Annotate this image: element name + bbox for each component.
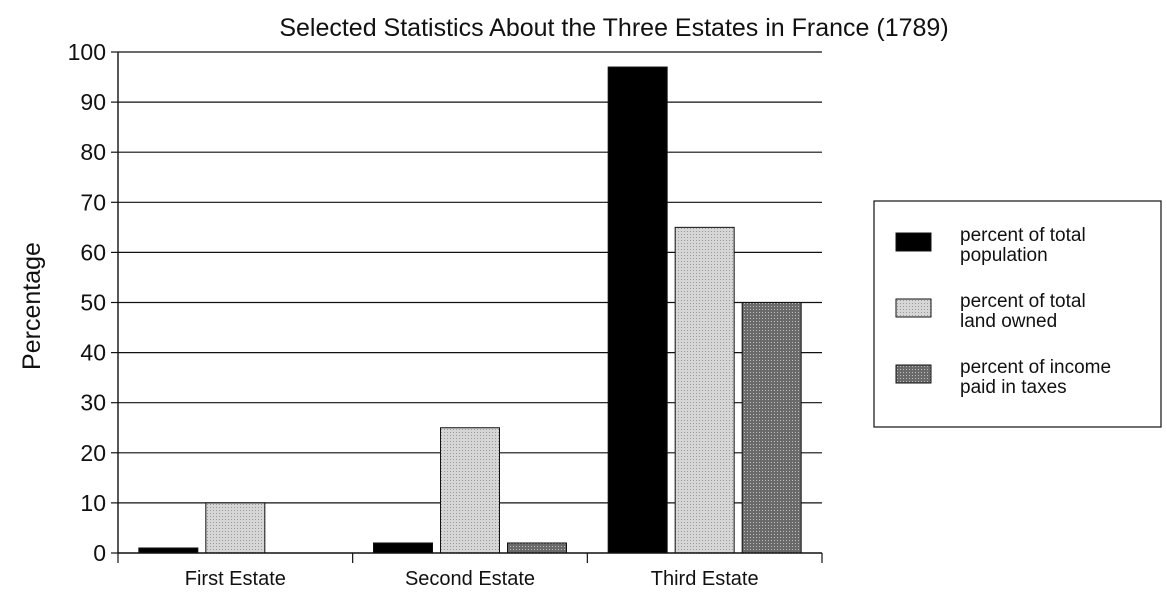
- legend-swatch: [895, 298, 932, 318]
- x-category-label: First Estate: [185, 568, 286, 590]
- y-tick-labels: 0 10 20 30 40 50 60 70 80 90 100: [68, 39, 106, 566]
- legend-label: paid in taxes: [960, 377, 1067, 398]
- x-category-labels: First Estate Second Estate Third Estate: [185, 568, 759, 590]
- y-tick-label: 20: [80, 440, 106, 466]
- y-tick-label: 40: [80, 340, 106, 366]
- y-tick-label: 90: [80, 89, 106, 115]
- y-axis-label: Percentage: [18, 242, 46, 370]
- legend-label: population: [960, 245, 1048, 266]
- y-tick-label: 10: [80, 490, 106, 516]
- bar: [440, 427, 500, 554]
- x-category-label: Third Estate: [651, 568, 759, 590]
- bars: [138, 66, 802, 554]
- axes: [111, 51, 823, 563]
- y-tick-label: 70: [80, 189, 106, 215]
- bar: [373, 542, 433, 554]
- y-tick-label: 80: [80, 139, 106, 165]
- y-tick-label: 50: [80, 290, 106, 316]
- legend-label: land owned: [960, 311, 1057, 332]
- bar: [674, 226, 735, 554]
- y-tick-label: 100: [68, 39, 106, 65]
- bar: [607, 66, 668, 554]
- y-tick-label: 0: [93, 540, 106, 566]
- gridlines: [118, 51, 822, 504]
- legend-label: percent of total: [960, 225, 1086, 246]
- legend-label: percent of total: [960, 291, 1086, 312]
- chart-title: Selected Statistics About the Three Esta…: [279, 14, 948, 42]
- y-tick-label: 30: [80, 390, 106, 416]
- bar: [205, 502, 266, 554]
- bar: [507, 542, 567, 554]
- x-category-label: Second Estate: [405, 568, 535, 590]
- bar: [138, 547, 199, 554]
- legend-label: percent of income: [960, 357, 1111, 378]
- bar: [741, 302, 802, 554]
- legend-swatch: [895, 232, 932, 252]
- y-tick-label: 60: [80, 239, 106, 265]
- legend-swatch: [895, 364, 932, 384]
